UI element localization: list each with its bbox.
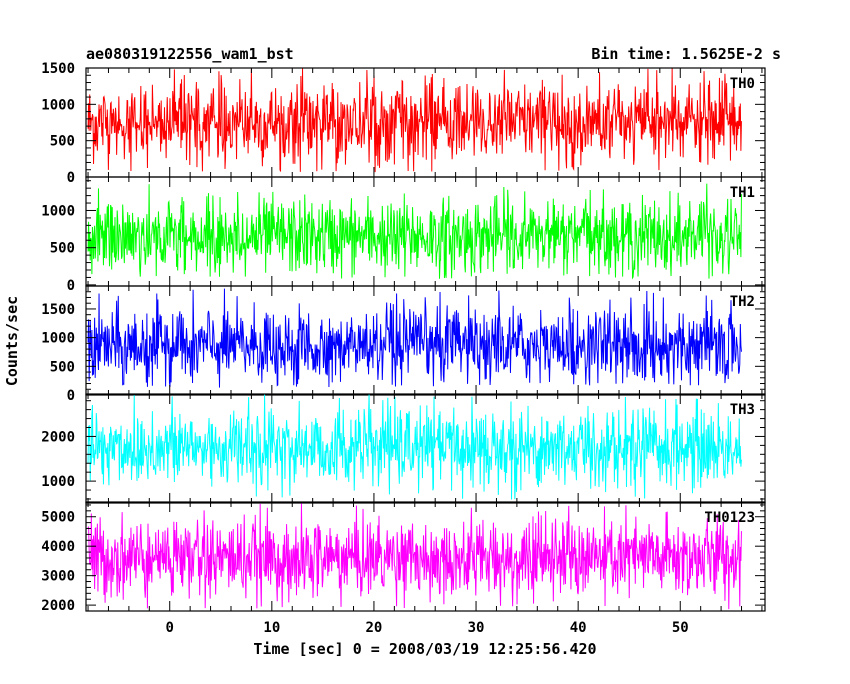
panel-label-th1: TH1	[730, 185, 755, 201]
panel-th0: 0 500 1000 1500 TH0	[41, 61, 766, 186]
y-tick-label: 0	[67, 278, 75, 294]
series-line-th1	[87, 183, 742, 280]
y-tick-label: 1500	[41, 61, 75, 77]
panel-label-th2: TH2	[730, 294, 755, 310]
x-tick-label: 30	[468, 620, 485, 636]
panel-label-th3: TH3	[730, 402, 755, 418]
y-tick-label: 1000	[41, 474, 75, 490]
panel-frame	[85, 285, 766, 396]
y-tick-label: 500	[50, 241, 75, 257]
y-tick-label: 1500	[41, 302, 75, 318]
y-tick-label: 500	[50, 134, 75, 150]
series-line-th2	[87, 288, 742, 388]
y-tick-label: 0	[67, 388, 75, 404]
y-tick-label: 5000	[41, 510, 75, 526]
series-line-th3	[87, 394, 742, 500]
panel-label-th0: TH0	[730, 76, 755, 92]
y-tick-label: 4000	[41, 539, 75, 555]
y-tick-label: 1000	[41, 203, 75, 219]
series-line-th0	[87, 68, 742, 173]
y-tick-label: 500	[50, 359, 75, 375]
x-axis-label: Time [sec] 0 = 2008/03/19 12:25:56.420	[253, 640, 596, 658]
y-axis-label: Counts/sec	[3, 296, 21, 386]
panel-th1: 0 500 1000 TH1	[41, 176, 766, 294]
x-tick-label: 10	[263, 620, 280, 636]
panel-frame	[85, 501, 766, 612]
y-tick-label: 1000	[41, 97, 75, 113]
x-tick-label: 40	[570, 620, 587, 636]
panel-th2: 0 500 1000 1500 TH2	[41, 285, 766, 404]
chart-title: ae080319122556_wam1_bst	[86, 45, 294, 63]
y-tick-label: 0	[67, 170, 75, 186]
series-line-th0123	[87, 503, 742, 610]
y-tick-label: 1000	[41, 331, 75, 347]
x-tick-label: 0	[166, 620, 174, 636]
y-tick-label: 2000	[41, 429, 75, 445]
x-tick-label: 20	[366, 620, 383, 636]
y-tick-label: 2000	[41, 598, 75, 614]
panel-frame	[85, 393, 766, 504]
bin-time-label: Bin time: 1.5625E-2 s	[591, 45, 781, 63]
panel-th3: 1000 2000 TH3	[41, 393, 766, 504]
y-tick-label: 3000	[41, 569, 75, 585]
panel-th0123: 2000 3000 4000 5000 TH0123 0 10 20 30 40 50	[41, 501, 766, 636]
x-tick-label: 50	[672, 620, 689, 636]
panel-label-th0123: TH0123	[704, 510, 755, 526]
